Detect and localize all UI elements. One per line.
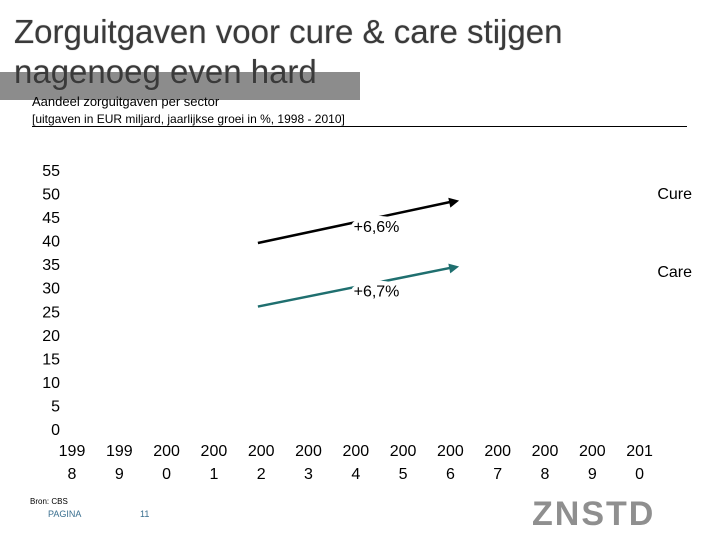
y-tick-label: 10 — [42, 375, 60, 392]
arrowhead-care — [448, 263, 460, 274]
title-highlight-band — [0, 72, 360, 100]
x-tick-label: 200 — [579, 443, 606, 460]
growth-label-cure: +6,6% — [354, 219, 400, 236]
growth-label-bg-care — [351, 280, 402, 301]
x-tick-label: 4 — [351, 466, 360, 480]
x-tick-label: 200 — [248, 443, 275, 460]
znstd-logo: ZNSTD — [532, 495, 655, 532]
x-tick-label: 7 — [493, 466, 502, 480]
y-tick-label: 5 — [51, 398, 60, 415]
y-tick-label: 45 — [42, 210, 60, 227]
header-rule — [32, 126, 687, 127]
x-tick-label: 8 — [68, 466, 77, 480]
x-tick-label: 6 — [446, 466, 455, 480]
page-number: 11 — [140, 509, 150, 519]
x-tick-label: 199 — [59, 443, 86, 460]
x-tick-label: 0 — [635, 466, 644, 480]
x-tick-label: 9 — [115, 466, 124, 480]
series-name-care: Care — [657, 264, 692, 281]
series-name-cure: Cure — [657, 186, 692, 203]
y-tick-label: 55 — [42, 163, 60, 180]
unit-note: [uitgaven in EUR miljard, jaarlijkse gro… — [32, 112, 345, 126]
source-note: Bron: CBS — [30, 497, 68, 506]
x-tick-label: 200 — [295, 443, 322, 460]
y-tick-label: 40 — [42, 234, 60, 251]
y-tick-label: 20 — [42, 328, 60, 345]
y-tick-label: 30 — [42, 281, 60, 298]
y-tick-label: 50 — [42, 187, 60, 204]
chart-subtitle: Aandeel zorguitgaven per sector — [32, 94, 220, 109]
x-tick-label: 200 — [153, 443, 180, 460]
x-tick-label: 200 — [437, 443, 464, 460]
x-tick-label: 200 — [484, 443, 511, 460]
y-tick-label: 15 — [42, 351, 60, 368]
growth-label-bg-cure — [351, 215, 402, 236]
page-title: Zorguitgaven voor cure & care stijgen na… — [14, 13, 563, 90]
logo-text: ZNSTD — [532, 495, 655, 532]
y-tick-label: 35 — [42, 257, 60, 274]
x-tick-label: 9 — [588, 466, 597, 480]
x-tick-label: 3 — [304, 466, 313, 480]
x-tick-label: 2 — [257, 466, 266, 480]
x-tick-label: 0 — [162, 466, 171, 480]
x-tick-label: 200 — [532, 443, 559, 460]
x-tick-label: 200 — [390, 443, 417, 460]
x-tick-label: 200 — [201, 443, 228, 460]
x-tick-label: 5 — [399, 466, 408, 480]
arrowhead-cure — [448, 197, 460, 208]
x-tick-label: 201 — [626, 443, 653, 460]
pagina-label: PAGINA — [48, 509, 82, 519]
x-tick-label: 8 — [541, 466, 550, 480]
x-tick-label: 199 — [106, 443, 133, 460]
y-tick-label: 25 — [42, 304, 60, 321]
growth-label-care: +6,7% — [354, 284, 400, 301]
x-tick-label: 200 — [342, 443, 369, 460]
chart-series: +6,6% Cure +6,7% Care — [257, 186, 692, 308]
x-axis-ticks: 199 8 199 9 200 0 200 1 200 2 200 3 200 4 200 5 200 6 200 7… — [59, 443, 653, 480]
x-tick-label: 1 — [209, 466, 218, 480]
y-tick-label: 0 — [51, 422, 60, 439]
